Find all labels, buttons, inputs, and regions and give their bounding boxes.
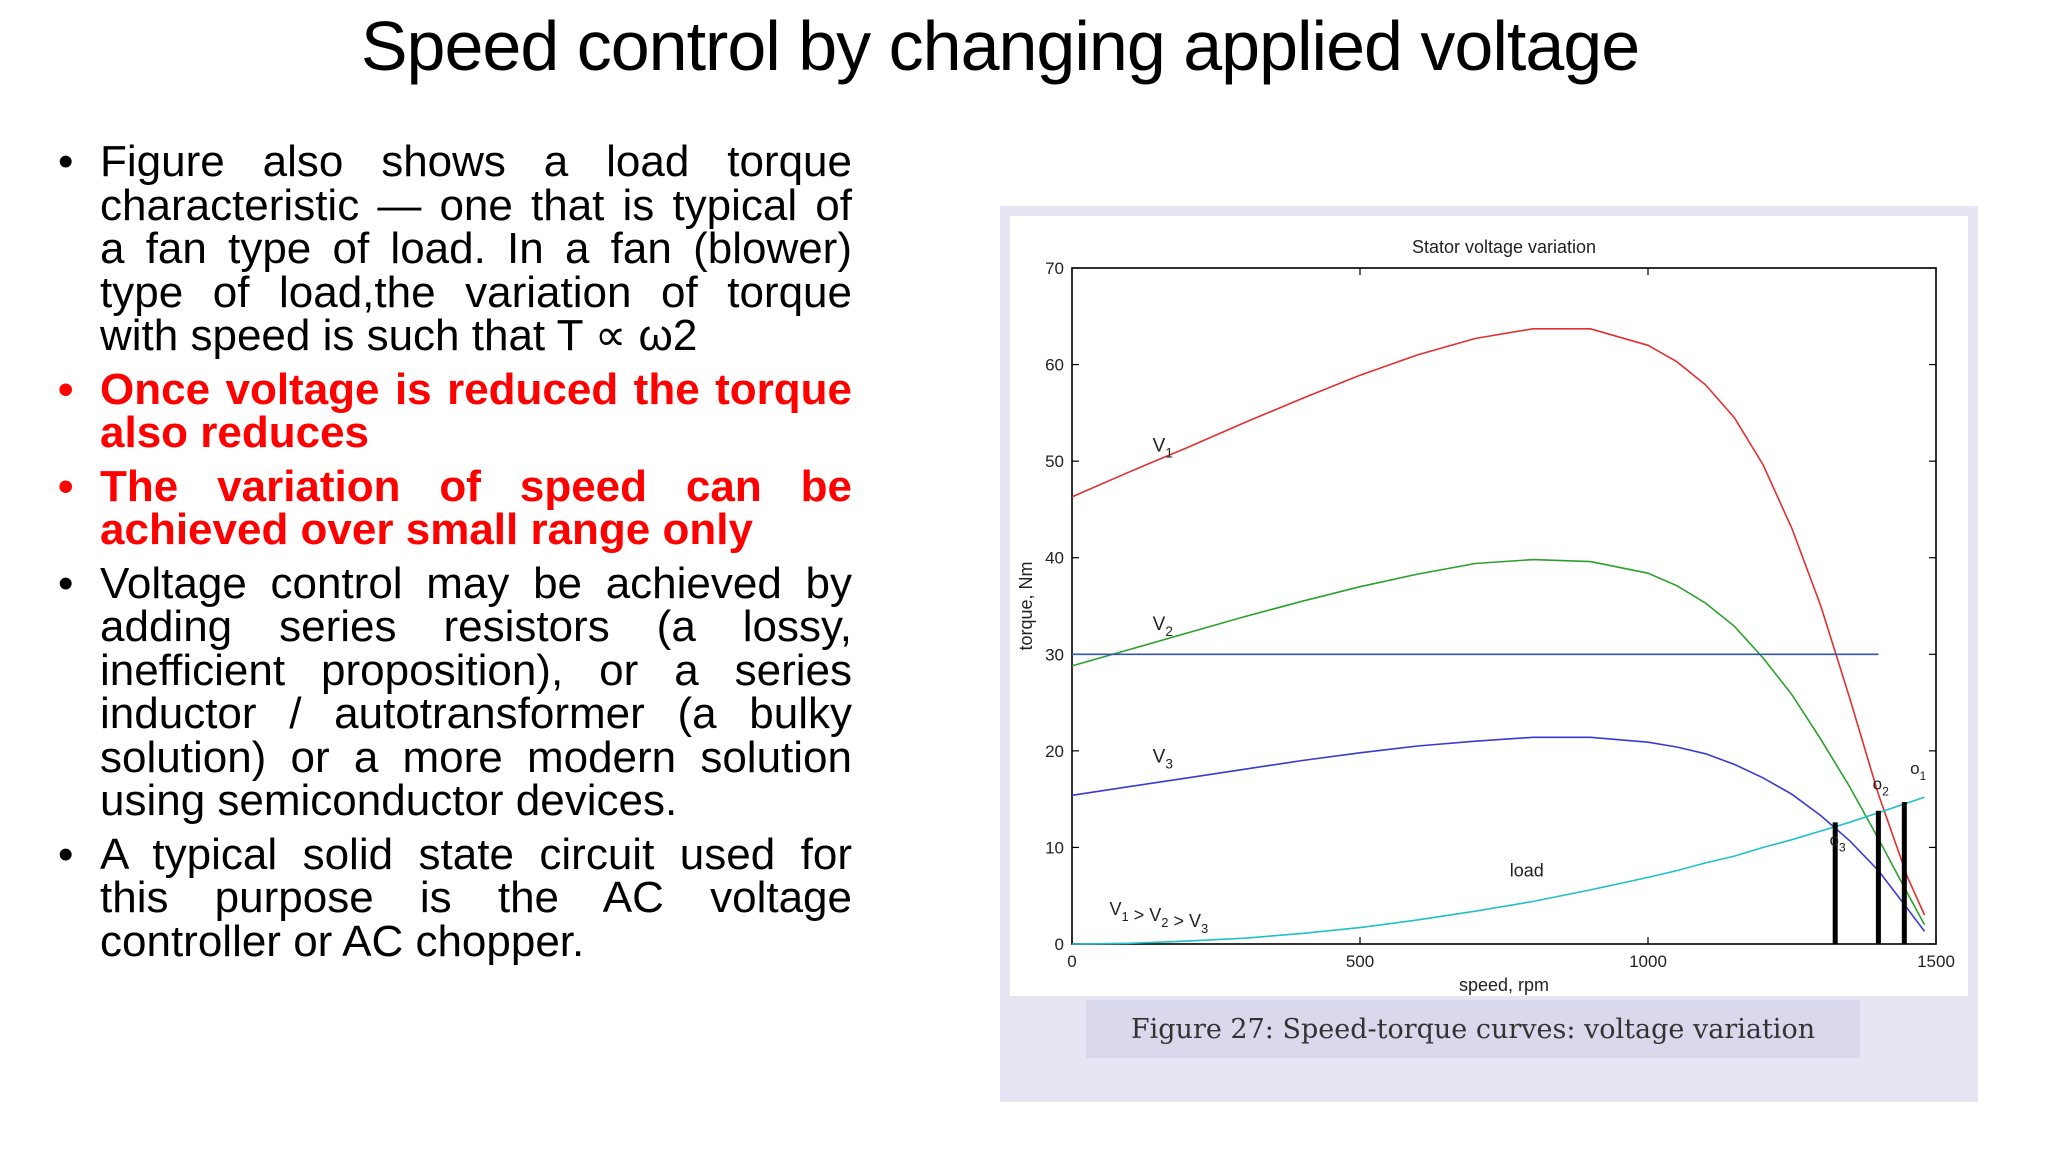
bullet-text: The variation of speed can be achieved o…: [100, 461, 852, 554]
slide-title: Speed control by changing applied voltag…: [360, 7, 1640, 85]
bullet-dot: •: [58, 558, 74, 608]
bullet-item: • Figure also shows a load torque charact…: [56, 140, 852, 358]
bullet-item-emphasis: • Once voltage is reduced the torque also…: [56, 364, 852, 457]
plot-frame: [1071, 267, 1937, 945]
bullet-item-emphasis: • The variation of speed can be achieved …: [56, 461, 852, 554]
series-line-v1: [1071, 328, 1926, 916]
caption-box: Figure 27: Speed-torque curves: voltage …: [1086, 1000, 1860, 1058]
bullet-dot: •: [58, 829, 74, 879]
figure-caption: Figure 27: Speed-torque curves: voltage …: [1130, 1014, 1816, 1045]
y-axis-label: torque, Nm: [1016, 561, 1036, 650]
y-tick-label: 30: [1045, 645, 1064, 664]
bullet-item: • A typical solid state circuit used for …: [56, 829, 852, 966]
y-tick-label: 60: [1045, 356, 1064, 375]
x-axis-label: speed, rpm: [1459, 975, 1549, 995]
x-tick-label: 0: [1067, 952, 1076, 971]
curve-label-v2: V2: [1153, 614, 1173, 639]
operating-point-label-o2: o2: [1873, 774, 1889, 798]
bullet-list: • Figure also shows a load torque charact…: [56, 140, 852, 973]
bullet-text: Figure also shows a load torque characte…: [100, 137, 852, 360]
operating-point-label-o1: o1: [1910, 759, 1926, 783]
operating-point-label-o3: o3: [1829, 830, 1845, 854]
y-tick-label: 20: [1045, 742, 1064, 761]
chart-title: Stator voltage variation: [1412, 237, 1596, 257]
bullet-text: Voltage control may be achieved by addin…: [100, 558, 852, 825]
y-tick-label: 0: [1055, 935, 1064, 954]
speed-torque-chart: Stator voltage variation 0 500 1000 1500 0 10 2…: [1016, 237, 1955, 995]
bullet-dot: •: [58, 364, 74, 414]
x-tick-label: 1000: [1629, 952, 1667, 971]
x-tick-label: 1500: [1917, 952, 1955, 971]
y-tick-label: 10: [1045, 838, 1064, 857]
bullet-dot: •: [58, 137, 74, 186]
y-tick-label: 40: [1045, 549, 1064, 568]
x-tick-label: 500: [1346, 952, 1374, 971]
series-line-load: [1071, 796, 1925, 945]
series-line-v2: [1071, 558, 1926, 926]
load-label: load: [1510, 860, 1544, 880]
bullet-text: Once voltage is reduced the torque also …: [100, 364, 852, 457]
curve-label-v1: V1: [1153, 435, 1173, 460]
curve-label-v3: V3: [1153, 746, 1173, 771]
series-line-v3: [1071, 736, 1926, 932]
y-tick-label: 50: [1045, 452, 1064, 471]
figure-image: Stator voltage variation 0 500 1000 1500 0 10 2…: [1000, 206, 1978, 1102]
voltage-relation-label: V1 > V2 > V3: [1109, 899, 1208, 936]
y-tick-label: 70: [1045, 259, 1064, 278]
bullet-text: A typical solid state circuit used for t…: [100, 829, 852, 966]
bullet-item: • Voltage control may be achieved by addi…: [56, 558, 852, 825]
chart-panel: Stator voltage variation 0 500 1000 1500 0 10 2…: [1010, 216, 1968, 996]
bullet-dot: •: [58, 461, 74, 511]
